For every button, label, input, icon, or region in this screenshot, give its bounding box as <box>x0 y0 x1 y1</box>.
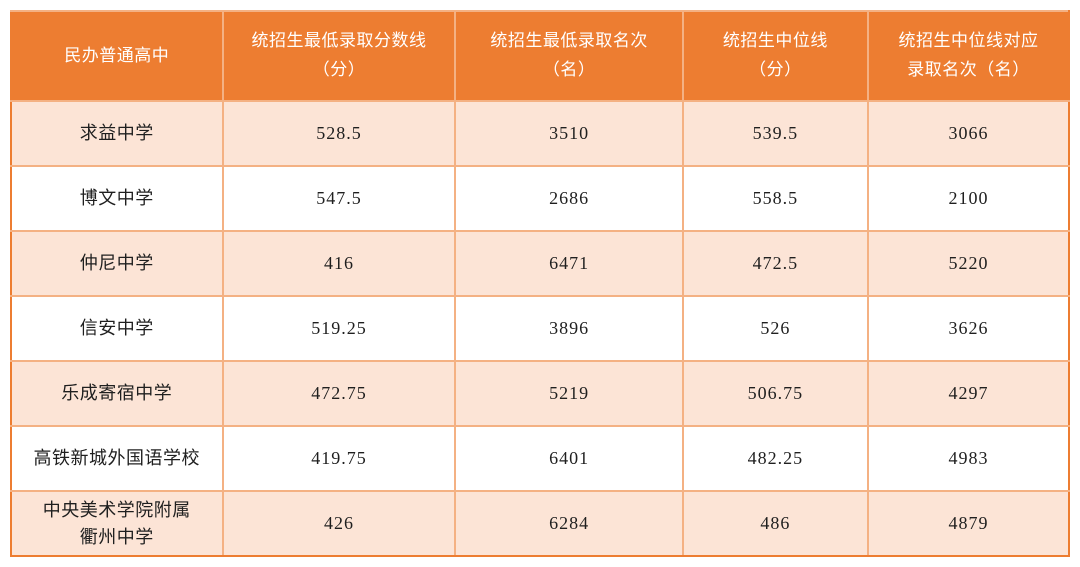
table-row: 中央美术学院附属 衢州中学 426 6284 486 4879 <box>10 490 1071 557</box>
median-score-cell: 506.75 <box>681 360 869 427</box>
median-score-cell: 526 <box>681 295 869 362</box>
median-score-cell: 472.5 <box>681 230 869 297</box>
median-score-cell: 558.5 <box>681 165 869 232</box>
school-name-cell: 博文中学 <box>10 165 224 232</box>
school-name-cell: 求益中学 <box>10 100 224 167</box>
school-name-cell: 高铁新城外国语学校 <box>10 425 224 492</box>
school-name-cell: 乐成寄宿中学 <box>10 360 224 427</box>
median-rank-cell: 3626 <box>866 295 1071 362</box>
table-body: 求益中学 528.5 3510 539.5 3066 博文中学 547.5 26… <box>10 100 1071 557</box>
median-rank-cell: 3066 <box>866 100 1071 167</box>
median-rank-cell: 4879 <box>866 490 1071 557</box>
min-rank-cell: 3896 <box>454 295 684 362</box>
min-score-cell: 419.75 <box>221 425 457 492</box>
median-score-cell: 482.25 <box>681 425 869 492</box>
table-row: 乐成寄宿中学 472.75 5219 506.75 4297 <box>10 360 1071 427</box>
school-name-cell: 中央美术学院附属 衢州中学 <box>10 490 224 557</box>
min-rank-cell: 6471 <box>454 230 684 297</box>
median-score-cell: 486 <box>681 490 869 557</box>
admission-score-table-container: 民办普通高中 统招生最低录取分数线 （分） 统招生最低录取名次 （名） 统招生中… <box>10 10 1071 557</box>
header-cell-min-rank: 统招生最低录取名次 （名） <box>454 10 684 102</box>
table-header: 民办普通高中 统招生最低录取分数线 （分） 统招生最低录取名次 （名） 统招生中… <box>10 10 1071 102</box>
header-cell-min-score: 统招生最低录取分数线 （分） <box>221 10 457 102</box>
min-rank-cell: 6284 <box>454 490 684 557</box>
median-rank-cell: 5220 <box>866 230 1071 297</box>
min-score-cell: 519.25 <box>221 295 457 362</box>
min-rank-cell: 2686 <box>454 165 684 232</box>
min-rank-cell: 5219 <box>454 360 684 427</box>
min-score-cell: 547.5 <box>221 165 457 232</box>
header-cell-median-score: 统招生中位线 （分） <box>681 10 869 102</box>
table-row: 高铁新城外国语学校 419.75 6401 482.25 4983 <box>10 425 1071 492</box>
admission-score-table: 民办普通高中 统招生最低录取分数线 （分） 统招生最低录取名次 （名） 统招生中… <box>10 10 1071 557</box>
min-rank-cell: 3510 <box>454 100 684 167</box>
min-score-cell: 426 <box>221 490 457 557</box>
min-score-cell: 528.5 <box>221 100 457 167</box>
table-row: 求益中学 528.5 3510 539.5 3066 <box>10 100 1071 167</box>
school-name-cell: 信安中学 <box>10 295 224 362</box>
median-score-cell: 539.5 <box>681 100 869 167</box>
median-rank-cell: 4983 <box>866 425 1071 492</box>
median-rank-cell: 2100 <box>866 165 1071 232</box>
median-rank-cell: 4297 <box>866 360 1071 427</box>
header-cell-median-rank: 统招生中位线对应 录取名次（名） <box>866 10 1071 102</box>
header-row: 民办普通高中 统招生最低录取分数线 （分） 统招生最低录取名次 （名） 统招生中… <box>10 10 1071 102</box>
min-score-cell: 472.75 <box>221 360 457 427</box>
table-row: 仲尼中学 416 6471 472.5 5220 <box>10 230 1071 297</box>
table-row: 信安中学 519.25 3896 526 3626 <box>10 295 1071 362</box>
min-score-cell: 416 <box>221 230 457 297</box>
min-rank-cell: 6401 <box>454 425 684 492</box>
table-row: 博文中学 547.5 2686 558.5 2100 <box>10 165 1071 232</box>
school-name-cell: 仲尼中学 <box>10 230 224 297</box>
header-cell-school: 民办普通高中 <box>10 10 224 102</box>
